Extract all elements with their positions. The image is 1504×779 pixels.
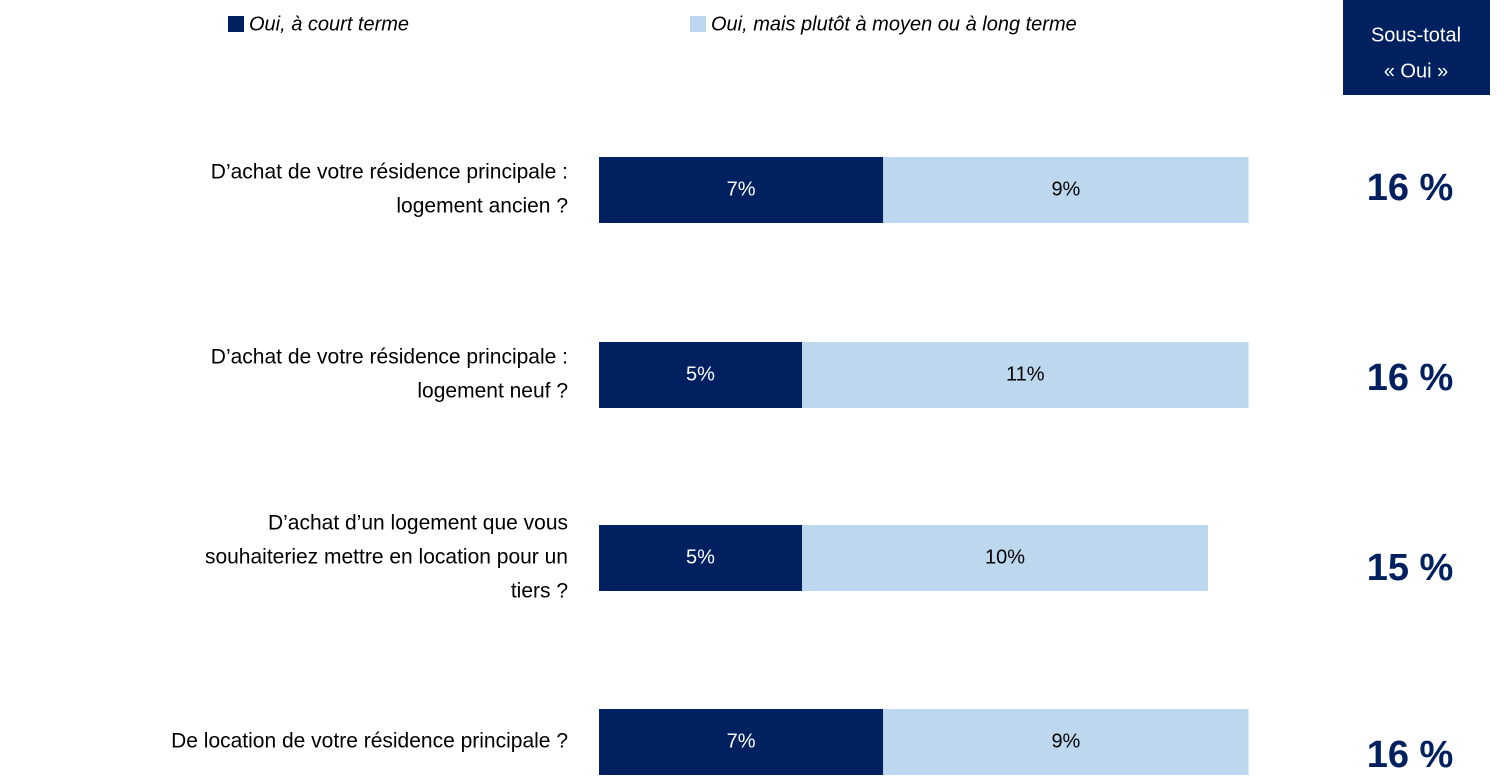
subtotal-value: 16 % xyxy=(1367,357,1454,399)
subtotal-header: Sous-total xyxy=(1371,24,1461,46)
category-label: De location de votre résidence principal… xyxy=(171,730,568,753)
legend-label: Oui, mais plutôt à moyen ou à long terme xyxy=(711,13,1077,35)
category-label: D’achat de votre résidence principale : xyxy=(211,346,568,369)
category-label: souhaiteriez mettre en location pour un xyxy=(205,546,568,569)
bar-value-label: 5% xyxy=(686,363,715,385)
subtotal-value: 15 % xyxy=(1367,547,1454,589)
bar-value-label: 7% xyxy=(727,730,756,752)
legend-label: Oui, à court terme xyxy=(249,13,409,35)
category-label: D’achat de votre résidence principale : xyxy=(211,161,568,184)
category-label: logement neuf ? xyxy=(417,380,568,403)
bar-value-label: 9% xyxy=(1051,730,1080,752)
subtotal-header-box xyxy=(1343,0,1490,95)
bar-segment xyxy=(883,709,1249,775)
bar-segment xyxy=(599,525,802,591)
bar-value-label: 5% xyxy=(686,546,715,568)
subtotal-value: 16 % xyxy=(1367,734,1454,776)
bar-value-label: 7% xyxy=(727,178,756,200)
legend-swatch xyxy=(228,16,244,32)
bar-segment xyxy=(802,342,1249,408)
legend-swatch xyxy=(690,16,706,32)
bar-value-label: 11% xyxy=(1006,363,1045,385)
bar-segment xyxy=(883,157,1249,223)
bar-value-label: 9% xyxy=(1051,178,1080,200)
category-label: logement ancien ? xyxy=(396,195,568,218)
bar-segment xyxy=(802,525,1208,591)
bar-segment xyxy=(599,709,884,775)
subtotal-value: 16 % xyxy=(1367,167,1454,209)
category-label: tiers ? xyxy=(511,580,568,603)
subtotal-header: « Oui » xyxy=(1384,60,1448,82)
bar-segment xyxy=(599,342,802,408)
bar-segment xyxy=(599,157,884,223)
bar-value-label: 10% xyxy=(985,546,1025,568)
category-label: D’achat d’un logement que vous xyxy=(268,512,568,535)
